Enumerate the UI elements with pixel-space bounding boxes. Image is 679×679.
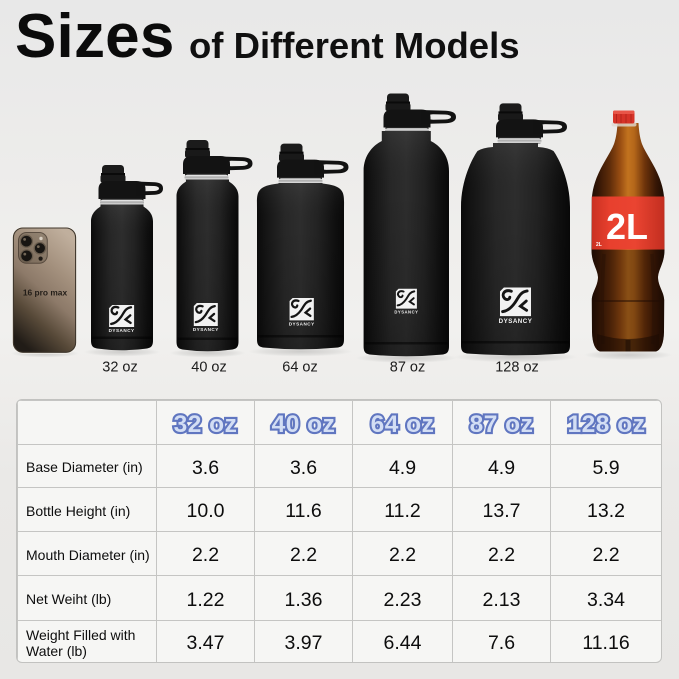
svg-text:DYSANCY: DYSANCY [394,310,418,315]
svg-text:128 oz: 128 oz [495,360,539,376]
svg-text:2L: 2L [606,206,648,247]
svg-text:DYSANCY: DYSANCY [499,318,533,325]
svg-text:87 oz: 87 oz [470,411,534,438]
svg-text:40 oz: 40 oz [191,360,226,376]
svg-text:32 oz: 32 oz [102,360,137,376]
svg-text:32 oz: 32 oz [174,411,238,438]
svg-text:2L: 2L [596,242,602,248]
svg-text:16 pro max: 16 pro max [23,288,68,298]
svg-text:64 oz: 64 oz [282,360,317,376]
svg-text:40 oz: 40 oz [272,411,336,438]
svg-text:128 oz: 128 oz [567,411,645,438]
svg-text:DYSANCY: DYSANCY [193,327,219,332]
svg-text:64 oz: 64 oz [371,411,435,438]
svg-text:87 oz: 87 oz [390,360,425,376]
svg-text:DYSANCY: DYSANCY [289,322,315,327]
svg-text:DYSANCY: DYSANCY [109,328,135,333]
